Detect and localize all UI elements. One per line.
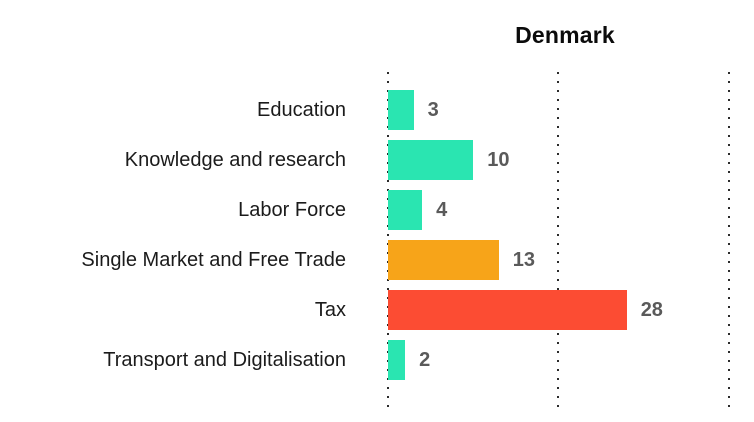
value-label: 10 bbox=[487, 148, 510, 171]
value-label: 4 bbox=[436, 198, 448, 221]
bar-education[interactable] bbox=[388, 90, 414, 130]
value-label: 28 bbox=[640, 298, 663, 321]
bar-row-single-market-and-free-trade: Single Market and Free Trade 13 bbox=[0, 235, 754, 285]
bar-single-market-and-free-trade[interactable] bbox=[388, 240, 499, 280]
chart-title: Denmark bbox=[515, 22, 615, 48]
bar-row-tax: Tax 28 bbox=[0, 285, 754, 335]
gridline-40 bbox=[728, 72, 730, 412]
category-label: Tax bbox=[314, 298, 346, 321]
plot-area: Education 3 Knowledge and research 10 La… bbox=[0, 85, 754, 385]
bar-labor-force[interactable] bbox=[388, 190, 423, 230]
bar-row-education: Education 3 bbox=[0, 85, 754, 135]
value-label: 2 bbox=[419, 348, 431, 371]
category-label: Knowledge and research bbox=[124, 148, 346, 171]
category-label: Education bbox=[257, 98, 346, 121]
bar-tax[interactable] bbox=[388, 290, 627, 330]
bar-row-knowledge-and-research: Knowledge and research 10 bbox=[0, 135, 754, 185]
category-label: Labor Force bbox=[238, 198, 346, 221]
bar-row-transport-and-digitalisation: Transport and Digitalisation 2 bbox=[0, 335, 754, 385]
bar-transport-and-digitalisation[interactable] bbox=[388, 340, 406, 380]
category-label: Single Market and Free Trade bbox=[81, 248, 346, 271]
gridline-20 bbox=[557, 72, 559, 412]
value-label: 3 bbox=[427, 98, 439, 121]
bar-row-labor-force: Labor Force 4 bbox=[0, 185, 754, 235]
bar-knowledge-and-research[interactable] bbox=[388, 140, 474, 180]
category-label: Transport and Digitalisation bbox=[103, 348, 346, 371]
value-label: 13 bbox=[512, 248, 536, 271]
